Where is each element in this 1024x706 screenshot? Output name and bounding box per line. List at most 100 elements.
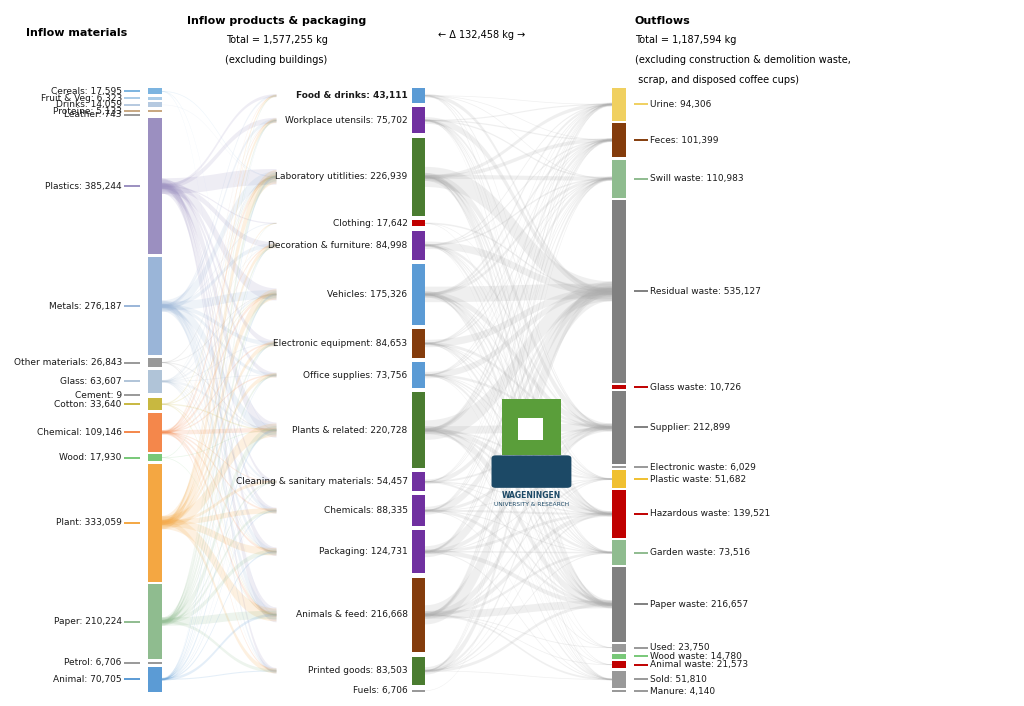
Bar bbox=[612, 490, 626, 538]
Polygon shape bbox=[162, 119, 276, 623]
Polygon shape bbox=[162, 120, 276, 680]
Bar bbox=[148, 97, 162, 100]
Polygon shape bbox=[425, 425, 612, 554]
Polygon shape bbox=[425, 342, 612, 515]
Polygon shape bbox=[162, 432, 276, 482]
Text: Hazardous waste: 139,521: Hazardous waste: 139,521 bbox=[650, 510, 770, 518]
Bar bbox=[412, 657, 425, 686]
Bar bbox=[148, 662, 162, 664]
Polygon shape bbox=[425, 426, 612, 609]
Text: Total = 1,577,255 kg: Total = 1,577,255 kg bbox=[225, 35, 328, 45]
Polygon shape bbox=[162, 180, 276, 301]
Polygon shape bbox=[162, 373, 276, 525]
Polygon shape bbox=[162, 380, 276, 431]
Bar bbox=[612, 123, 626, 157]
Text: Laboratory utitlities: 226,939: Laboratory utitlities: 226,939 bbox=[275, 172, 408, 181]
Polygon shape bbox=[162, 375, 276, 680]
Polygon shape bbox=[425, 614, 612, 681]
Text: Wood: 17,930: Wood: 17,930 bbox=[59, 453, 122, 462]
Polygon shape bbox=[425, 95, 612, 429]
Polygon shape bbox=[162, 95, 276, 433]
Polygon shape bbox=[162, 181, 276, 556]
Polygon shape bbox=[425, 509, 612, 606]
Polygon shape bbox=[425, 176, 612, 681]
Polygon shape bbox=[425, 176, 612, 648]
Polygon shape bbox=[425, 102, 612, 616]
Polygon shape bbox=[162, 303, 276, 555]
Bar bbox=[612, 644, 626, 652]
Polygon shape bbox=[425, 103, 612, 296]
Polygon shape bbox=[162, 290, 276, 311]
Polygon shape bbox=[425, 294, 612, 554]
Polygon shape bbox=[162, 481, 276, 623]
Text: Vehicles: 175,326: Vehicles: 175,326 bbox=[328, 290, 408, 299]
Text: Petrol: 6,706: Petrol: 6,706 bbox=[65, 658, 122, 667]
Polygon shape bbox=[162, 91, 276, 177]
Polygon shape bbox=[162, 431, 276, 553]
Polygon shape bbox=[425, 374, 612, 515]
Polygon shape bbox=[162, 95, 276, 307]
Polygon shape bbox=[425, 178, 612, 671]
Polygon shape bbox=[425, 375, 612, 479]
Text: Plastic waste: 51,682: Plastic waste: 51,682 bbox=[650, 474, 746, 484]
Polygon shape bbox=[425, 244, 612, 606]
Text: Paper: 210,224: Paper: 210,224 bbox=[54, 617, 122, 626]
Text: Plastics: 385,244: Plastics: 385,244 bbox=[45, 181, 122, 191]
Polygon shape bbox=[162, 429, 276, 681]
Polygon shape bbox=[162, 183, 276, 514]
Polygon shape bbox=[425, 140, 612, 482]
Text: Animals & feed: 216,668: Animals & feed: 216,668 bbox=[296, 611, 408, 619]
Polygon shape bbox=[162, 176, 276, 383]
Polygon shape bbox=[425, 178, 612, 376]
Text: Cleaning & sanitary materials: 54,457: Cleaning & sanitary materials: 54,457 bbox=[236, 477, 408, 486]
Polygon shape bbox=[162, 179, 276, 438]
Polygon shape bbox=[425, 287, 612, 347]
Bar bbox=[612, 88, 626, 121]
Text: Garden waste: 73,516: Garden waste: 73,516 bbox=[650, 548, 751, 557]
Polygon shape bbox=[162, 183, 276, 249]
Bar bbox=[412, 107, 425, 133]
Polygon shape bbox=[162, 245, 276, 680]
Polygon shape bbox=[425, 478, 612, 616]
Polygon shape bbox=[162, 223, 276, 622]
Polygon shape bbox=[162, 186, 276, 224]
Bar bbox=[148, 118, 162, 254]
Polygon shape bbox=[425, 343, 612, 553]
Polygon shape bbox=[425, 429, 612, 480]
Polygon shape bbox=[162, 118, 276, 189]
Text: Chemicals: 88,335: Chemicals: 88,335 bbox=[324, 506, 408, 515]
Polygon shape bbox=[162, 380, 276, 616]
Polygon shape bbox=[162, 404, 276, 552]
Polygon shape bbox=[425, 282, 612, 625]
Polygon shape bbox=[425, 138, 612, 617]
Text: Food & drinks: 43,111: Food & drinks: 43,111 bbox=[296, 91, 408, 100]
Polygon shape bbox=[425, 284, 612, 302]
Polygon shape bbox=[162, 620, 276, 673]
Polygon shape bbox=[162, 508, 276, 525]
Polygon shape bbox=[162, 305, 276, 483]
Polygon shape bbox=[425, 430, 612, 648]
Polygon shape bbox=[162, 294, 276, 383]
Polygon shape bbox=[425, 104, 612, 511]
Polygon shape bbox=[162, 174, 276, 434]
Polygon shape bbox=[425, 104, 612, 376]
Polygon shape bbox=[425, 138, 612, 296]
Polygon shape bbox=[425, 139, 612, 671]
Polygon shape bbox=[425, 292, 612, 431]
Polygon shape bbox=[425, 120, 612, 140]
Text: Electronic equipment: 84,653: Electronic equipment: 84,653 bbox=[273, 339, 408, 348]
Polygon shape bbox=[162, 176, 276, 458]
Polygon shape bbox=[425, 120, 612, 553]
Text: Fruit & Veg: 6,323: Fruit & Veg: 6,323 bbox=[41, 94, 122, 103]
Polygon shape bbox=[425, 176, 612, 554]
Polygon shape bbox=[162, 481, 276, 680]
Text: Urine: 94,306: Urine: 94,306 bbox=[650, 100, 712, 109]
Polygon shape bbox=[162, 375, 276, 382]
Text: Paper waste: 216,657: Paper waste: 216,657 bbox=[650, 600, 749, 609]
Polygon shape bbox=[425, 294, 612, 480]
Polygon shape bbox=[162, 431, 276, 671]
Polygon shape bbox=[162, 243, 276, 525]
Bar bbox=[612, 466, 626, 468]
Text: Used: 23,750: Used: 23,750 bbox=[650, 643, 710, 652]
Polygon shape bbox=[162, 304, 276, 346]
